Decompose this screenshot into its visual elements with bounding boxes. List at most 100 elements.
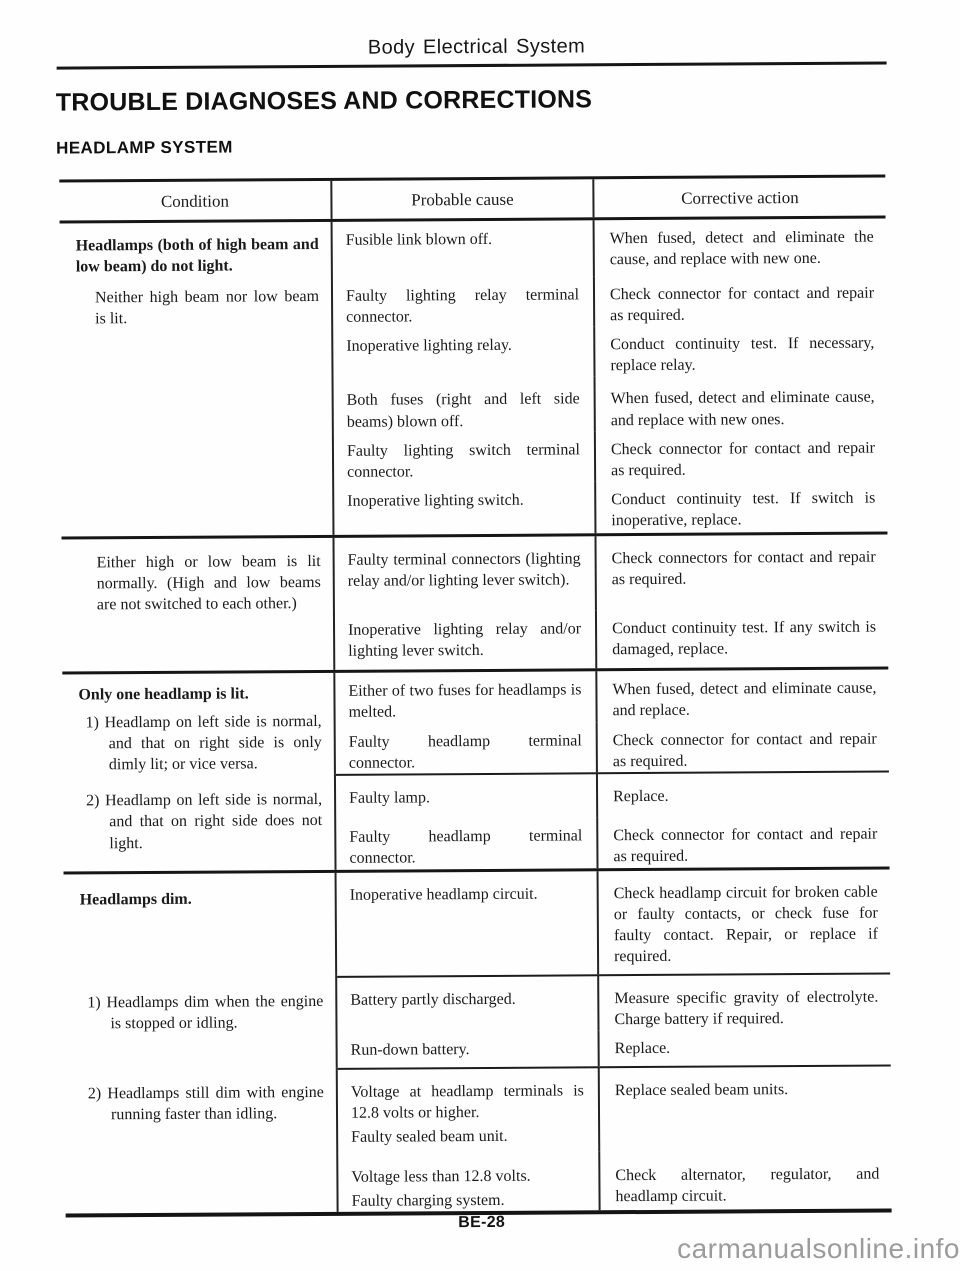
table-group-either-beam-lit: Either high or low beam is lit normally.… — [61, 531, 889, 672]
action-text: When fused, detect and eliminate cause, … — [610, 389, 875, 429]
action-text: Check connector for contact and repair a… — [610, 439, 876, 479]
cause-cell: Inoperative headlamp circuit. — [336, 870, 600, 976]
action-cell: Replace sealed beam units. — [599, 1064, 892, 1152]
cause-text: Voltage at headlamp terminals is 12.8 vo… — [350, 1082, 584, 1122]
cause-cell: Inoperative lighting switch. — [334, 481, 597, 535]
condition-cell: Headlamps (both of high beam and low bea… — [59, 221, 335, 537]
table-header-row: Condition Probable cause Corrective acti… — [59, 177, 886, 224]
action-text: Conduct continuity test. If necessary, r… — [610, 334, 875, 375]
cause-cell: Faulty headlamp terminal connector. — [335, 721, 598, 775]
action-text: Replace. — [614, 1039, 671, 1057]
action-cell: Check alternator, regulator, and headlam… — [600, 1149, 891, 1210]
condition-subtext: Either high or low beam is lit normally.… — [96, 552, 321, 614]
cause-text: Faulty headlamp terminal connector. — [348, 731, 582, 772]
cause-text: Fusible link blown off. — [345, 230, 493, 249]
cause-text: Inoperative lighting relay and/or lighti… — [348, 620, 582, 660]
action-cell: Check headlamp circuit for broken cable … — [599, 869, 891, 974]
header-rule — [56, 61, 887, 70]
cause-cell: Fusible link blown off. — [332, 220, 595, 278]
action-text: Check headlamp circuit for broken cable … — [613, 883, 878, 966]
cause-cell: Voltage less than 12.8 volts. Faulty cha… — [338, 1151, 601, 1212]
cause-text: Faulty lighting switch terminal connecto… — [346, 441, 581, 481]
condition-subtext: 2) Headlamp on left side is normal, and … — [86, 791, 323, 852]
cause-text: Faulty sealed beam unit. — [351, 1127, 508, 1146]
cause-text: Faulty headlamp terminal connector. — [349, 827, 583, 868]
column-header-probable-cause: Probable cause — [332, 179, 595, 219]
condition-subtext: Neither high beam nor low beam is lit. — [94, 288, 320, 328]
action-text: When fused, detect and eliminate the cau… — [609, 228, 874, 269]
cause-cell: Battery partly discharged. — [337, 973, 600, 1032]
condition-text: Headlamps dim. — [79, 890, 192, 908]
cause-text: Inoperative lighting switch. — [347, 491, 524, 510]
action-cell: When fused, detect and eliminate the cau… — [595, 219, 886, 277]
cause-text: Voltage less than 12.8 volts. — [351, 1167, 531, 1186]
condition-cell: Headlamps dim. — [63, 872, 338, 978]
action-cell: Check connector for contact and repair a… — [595, 275, 886, 327]
cause-cell: Inoperative lighting relay and/or lighti… — [334, 610, 598, 670]
cause-text: Faulty charging system. — [351, 1191, 505, 1210]
cause-cell: Faulty lighting switch terminal connecto… — [333, 430, 597, 483]
section-heading: HEADLAMP SYSTEM — [56, 137, 233, 158]
cause-cell: Run-down battery. — [337, 1030, 600, 1068]
page-title: TROUBLE DIAGNOSES AND CORRECTIONS — [55, 85, 593, 117]
action-cell: Check connector for contact and repair a… — [598, 720, 889, 772]
cause-cell: Faulty lighting relay terminal connector… — [332, 276, 596, 329]
condition-cell: 2) Headlamps still dim with engine runni… — [64, 1067, 339, 1214]
action-cell: Conduct continuity test. If switch is in… — [596, 479, 887, 533]
condition-subtext: 1) Headlamp on left side is normal, and … — [85, 712, 322, 774]
cause-text: Either of two fuses for headlamps is mel… — [348, 681, 582, 721]
action-text: Replace sealed beam units. — [614, 1080, 789, 1099]
action-cell: Measure specific gravity of electrolyte.… — [599, 972, 891, 1031]
action-cell: When fused, detect and eliminate cause, … — [597, 669, 888, 721]
cause-cell: Inoperative lighting relay. — [333, 326, 596, 379]
action-cell: Conduct continuity test. If necessary, r… — [595, 325, 886, 377]
column-header-condition: Condition — [59, 180, 333, 221]
action-text: Check alternator, regulator, and headlam… — [615, 1165, 880, 1206]
action-cell: Replace. — [597, 770, 890, 818]
action-text: Conduct continuity test. If switch is in… — [611, 489, 876, 530]
watermark: carmanualsonline.info — [677, 1233, 960, 1264]
cause-text: Faulty lighting relay terminal connector… — [345, 286, 580, 326]
action-text: Check connectors for contact and repair … — [611, 548, 876, 589]
cause-cell: Faulty headlamp terminal connector. — [336, 817, 599, 870]
cause-cell: Voltage at headlamp terminals is 12.8 vo… — [337, 1066, 601, 1153]
cause-cell: Faulty terminal connectors (lighting rel… — [334, 536, 597, 612]
cause-cell: Either of two fuses for headlamps is mel… — [335, 671, 598, 724]
cause-text: Faulty terminal connectors (lighting rel… — [347, 550, 581, 590]
table-group-headlamps-dim: Headlamps dim. Inoperative headlamp circ… — [63, 866, 892, 1214]
cause-cell: Faulty lamp. — [335, 772, 599, 820]
action-text: Check connector for contact and repair a… — [609, 284, 875, 325]
column-header-corrective-action: Corrective action — [681, 188, 799, 208]
page-header-title: Body Electrical System — [367, 35, 586, 59]
condition-cell: 2) Headlamp on left side is normal, and … — [62, 774, 337, 872]
action-cell: When fused, detect and eliminate cause, … — [596, 375, 887, 431]
cause-text: Both fuses (right and left side beams) b… — [346, 390, 580, 431]
table-group-one-headlamp-lit: Only one headlamp is lit. 1) Headlamp on… — [62, 666, 890, 872]
cause-text: Inoperative lighting relay. — [346, 337, 512, 356]
cause-text: Faulty lamp. — [349, 789, 431, 808]
action-text: Replace. — [613, 788, 669, 806]
action-cell: Check connector for contact and repair a… — [596, 429, 887, 481]
condition-text: Only one headlamp is lit. — [78, 685, 249, 704]
action-text: Check connector for contact and repair a… — [612, 730, 877, 770]
table-group-headlamps-do-not-light: Headlamps (both of high beam and low bea… — [59, 219, 888, 537]
action-text: Check connector for contact and repair a… — [613, 825, 878, 866]
condition-text: Headlamps (both of high beam and low bea… — [75, 235, 319, 276]
action-cell: Replace. — [600, 1028, 891, 1066]
action-cell: Check connectors for contact and repair … — [596, 534, 887, 610]
cause-cell: Both fuses (right and left side beams) b… — [333, 376, 596, 433]
condition-subtext: 2) Headlamps still dim with engine runni… — [87, 1083, 324, 1124]
condition-cell: Either high or low beam is lit normally.… — [61, 537, 336, 672]
action-text: When fused, detect and eliminate cause, … — [612, 679, 877, 720]
condition-subtext: 1) Headlamps dim when the engine is stop… — [87, 992, 324, 1032]
condition-cell: Only one headlamp is lit. 1) Headlamp on… — [62, 672, 336, 776]
action-cell: Conduct continuity test. If any switch i… — [597, 608, 888, 668]
action-text: Conduct continuity test. If any switch i… — [612, 618, 877, 659]
diagnosis-table: Condition Probable cause Corrective acti… — [59, 174, 892, 1218]
action-cell: Check connector for contact and repair a… — [598, 816, 889, 868]
condition-cell: 1) Headlamps dim when the engine is stop… — [64, 975, 338, 1070]
cause-text: Run-down battery. — [350, 1040, 470, 1059]
action-text: Measure specific gravity of electrolyte.… — [614, 988, 879, 1028]
cause-text: Battery partly discharged. — [350, 990, 516, 1009]
